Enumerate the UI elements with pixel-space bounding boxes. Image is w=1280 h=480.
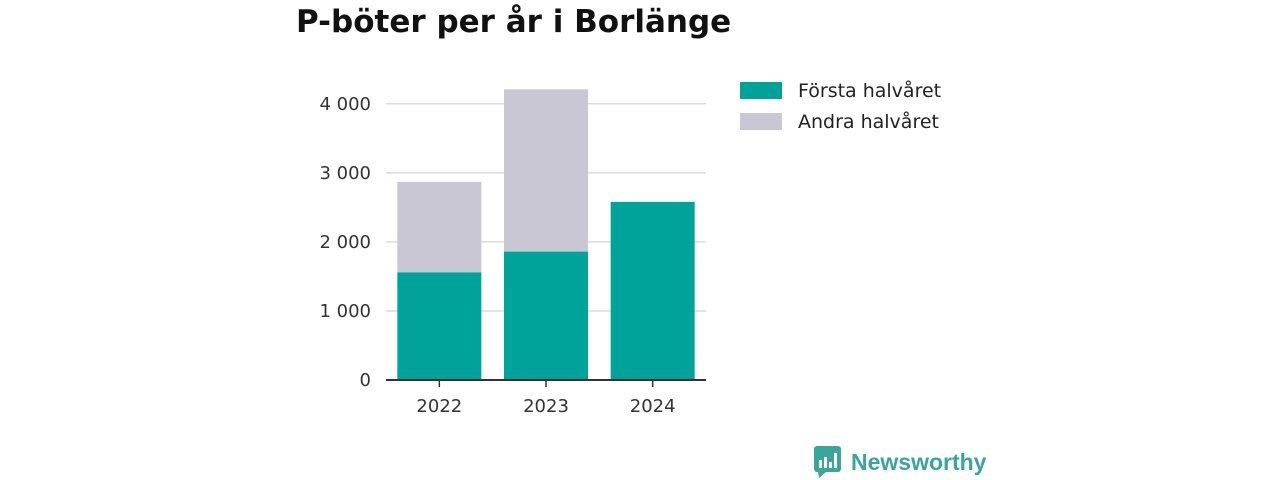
legend-label-first-half: Första halvåret (798, 79, 942, 102)
brand-name: Newsworthy (851, 448, 987, 475)
y-tick-label: 1 000 (319, 301, 371, 322)
legend-label-second-half: Andra halvåret (798, 110, 939, 133)
legend-swatch-second-half (740, 113, 782, 130)
x-tick-labels: 2022 2023 2024 (416, 396, 675, 417)
x-tick-label: 2024 (630, 396, 676, 417)
newsworthy-logo-icon (814, 446, 841, 478)
y-tick-label: 3 000 (319, 163, 371, 184)
bar-2024-series-0 (610, 201, 695, 380)
y-tick-label: 2 000 (319, 232, 371, 253)
x-tick-label: 2022 (416, 396, 462, 417)
x-tick-label: 2023 (523, 396, 569, 417)
legend: Första halvåret Andra halvåret (740, 75, 941, 137)
bar-2022-series-0 (397, 272, 482, 380)
bars (397, 89, 695, 380)
y-tick-label: 4 000 (319, 94, 371, 115)
legend-swatch-first-half (740, 82, 782, 99)
legend-item-first-half: Första halvåret (740, 75, 941, 106)
y-tick-labels: 0 1 000 2 000 3 000 4 000 (319, 94, 371, 391)
newsworthy-brand: Newsworthy (814, 446, 986, 478)
legend-item-second-half: Andra halvåret (740, 106, 941, 137)
chart-title: P-böter per år i Borlänge (296, 4, 732, 40)
bar-2022-series-1 (397, 181, 482, 273)
y-tick-label: 0 (360, 370, 371, 391)
x-axis (386, 379, 706, 387)
bar-2023-series-0 (504, 251, 588, 380)
bar-2023-series-1 (504, 89, 588, 252)
